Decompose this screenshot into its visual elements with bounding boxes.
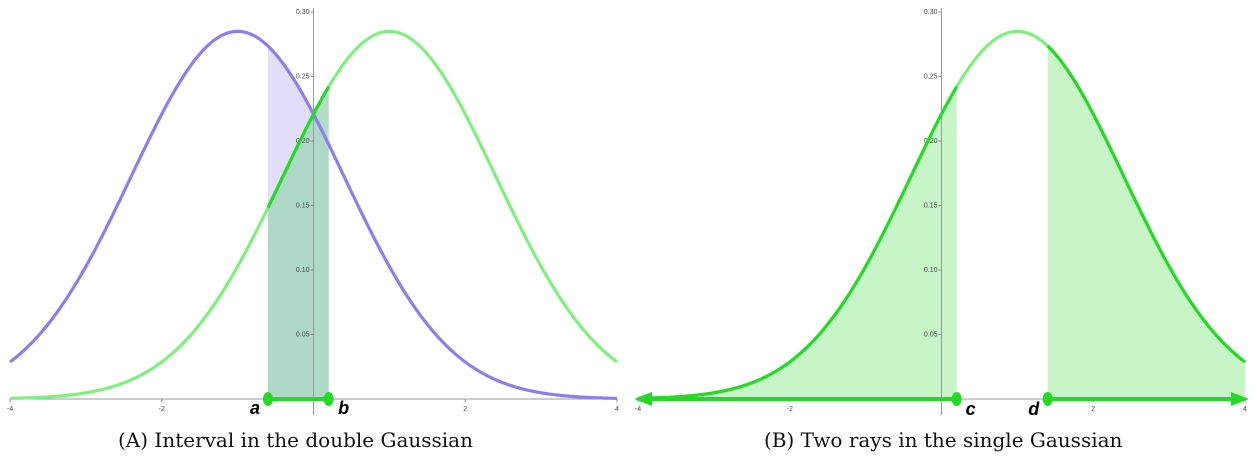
panel-a-y-tick-label: 0.25 [296, 74, 310, 81]
panel-a-y-tick-label: 0.15 [296, 203, 310, 210]
panel-a-caption: (A) Interval in the double Gaussian [118, 428, 473, 452]
panel-a-label-a: a [250, 398, 260, 418]
panel-b-ray-arrow-right [1231, 392, 1249, 406]
panel-a-label-b: b [338, 398, 349, 418]
panel-b-y-tick-label: 0.30 [924, 9, 938, 16]
panel-a-caption-text: Interval in the double Gaussian [154, 428, 473, 452]
panel-a-x-tick-label: -4 [7, 406, 13, 413]
panel-a-x-tick-label: -2 [159, 406, 165, 413]
panel-b-y-tick-label: 0.05 [924, 332, 938, 339]
panel-b-ray-endpoint-c [951, 392, 962, 406]
panel-a-y-tick-label: 0.30 [296, 9, 310, 16]
panel-b-y-tick-label: 0.25 [924, 74, 938, 81]
panel-b-label-d: d [1028, 399, 1040, 419]
panel-b-caption: (B) Two rays in the single Gaussian [764, 428, 1122, 452]
panel-b-x-tick-label: 4 [1243, 406, 1247, 413]
panel-b-label-c: c [966, 399, 976, 419]
panel-b-y-tick-label: 0.10 [924, 267, 938, 274]
panel-b-ray-endpoint-d [1042, 392, 1053, 406]
panel-b-x-tick-label: -4 [635, 406, 641, 413]
panel-a-caption-prefix: (A) [118, 428, 149, 452]
panel-a-chart: -4 -2 2 4 0.05 0.10 0.15 0.20 0.25 0.30 a b [7, 8, 619, 418]
panel-a-x-tick-label: 2 [463, 406, 467, 413]
panel-b-caption-prefix: (B) [764, 428, 795, 452]
panel-a-curve-highlight [266, 85, 331, 209]
panel-a-x-tick-label: 4 [615, 406, 619, 413]
panel-b-curve-highlight-1 [637, 85, 959, 400]
panel-a-y-tick-label: 0.05 [296, 332, 310, 339]
panel-b-y-tick-label: 0.20 [924, 138, 938, 145]
panel-b-y-tick-label: 0.15 [924, 203, 938, 210]
panel-b-ray-arrow-left [634, 392, 652, 406]
panel-b-x-tick-label: -2 [787, 406, 793, 413]
panel-b-x-tick-label: 2 [1091, 406, 1095, 413]
panel-a-y-tick-label: 0.20 [296, 138, 310, 145]
panel-b-chart: -4 -2 2 4 0.05 0.10 0.15 0.20 0.25 0.30 c d [634, 8, 1249, 419]
panel-a-interval-endpoint-b [323, 392, 334, 406]
panel-a-interval-endpoint-a [262, 392, 273, 406]
panel-b-curve-highlight-2 [1046, 44, 1246, 364]
panel-b-shade-ray-1 [638, 86, 957, 399]
panel-a-y-tick-label: 0.10 [296, 267, 310, 274]
panel-b-caption-text: Two rays in the single Gaussian [800, 428, 1123, 452]
